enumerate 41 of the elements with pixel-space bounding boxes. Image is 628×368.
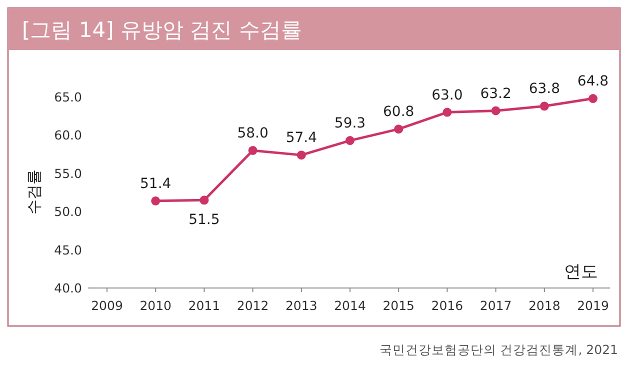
x-tick-label: 2010: [140, 298, 172, 313]
data-label: 63.8: [528, 81, 560, 98]
point: [588, 94, 598, 104]
y-tick-label: 50.0: [54, 204, 82, 220]
point: [394, 124, 404, 134]
x-tick-label: 2012: [236, 298, 269, 313]
point: [200, 196, 209, 205]
data-label: 64.8: [577, 74, 609, 90]
x-tick-label: 2009: [91, 298, 123, 313]
x-tick-label: 2011: [188, 298, 220, 313]
data-label: 63.0: [432, 87, 463, 104]
data-label: 51.5: [188, 212, 220, 228]
x-tick-label: 2016: [431, 298, 464, 313]
point: [540, 102, 549, 111]
data-label: 60.8: [383, 104, 414, 120]
x-tick-label: 2018: [528, 298, 560, 313]
x-tick-label: 2013: [285, 298, 318, 313]
data-label: 59.3: [334, 116, 366, 132]
point: [346, 136, 354, 146]
x-tick-label: 2014: [334, 298, 366, 313]
y-tick-label: 55.0: [54, 166, 82, 181]
data-label: 57.4: [286, 130, 318, 146]
data-label: 63.2: [480, 86, 512, 102]
x-axis-title: 연도: [564, 262, 598, 282]
point: [442, 108, 452, 117]
point: [296, 150, 306, 160]
point: [151, 196, 160, 206]
y-tick-label: 45.0: [54, 242, 82, 258]
text: 국민건강보험공단의 건강검진통계, 2021: [379, 342, 618, 357]
point: [248, 146, 258, 155]
x-tick-label: 2019: [577, 298, 609, 313]
data-label: 51.4: [140, 176, 172, 192]
y-axis-title: 수검률: [25, 170, 43, 214]
y-tick-label: 40.0: [54, 280, 82, 296]
y-tick-label: 60.0: [54, 128, 82, 143]
chart-title: [그림 14] 유방암 검진 수검률: [22, 18, 302, 42]
y-tick-label: 65.0: [54, 90, 82, 104]
point: [491, 106, 500, 116]
x-tick-label: 2017: [480, 298, 512, 313]
data-label: 58.0: [237, 125, 268, 142]
x-tick-label: 2015: [382, 298, 415, 313]
